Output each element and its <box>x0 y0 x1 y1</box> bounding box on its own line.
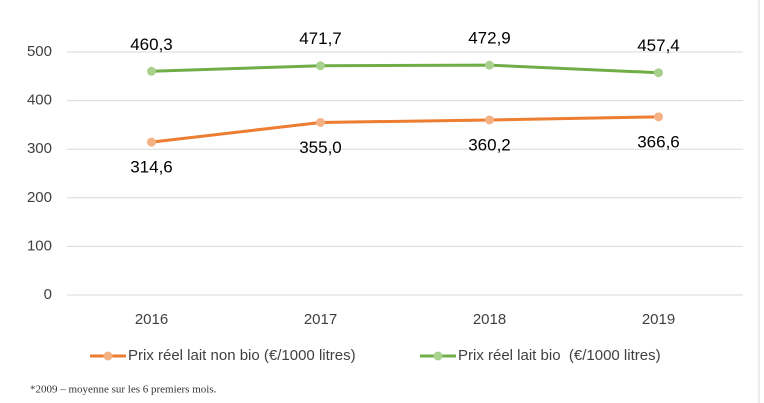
footnote: *2009 – moyenne sur les 6 premiers mois. <box>30 384 217 396</box>
marker <box>485 115 494 125</box>
legend-label: Prix réel lait non bio (€/1000 litres) <box>128 347 356 364</box>
data-label: 472,9 <box>468 29 511 48</box>
marker <box>316 61 325 71</box>
series-line <box>151 63 659 75</box>
data-label: 471,7 <box>299 29 342 48</box>
y-tick-label: 0 <box>44 286 52 303</box>
marker <box>654 68 663 78</box>
data-label: 355,0 <box>299 138 342 157</box>
data-label: 460,3 <box>130 35 173 54</box>
x-tick-label: 2016 <box>135 311 168 328</box>
data-label: 360,2 <box>468 135 511 154</box>
legend-marker <box>103 351 113 361</box>
series-line <box>151 115 659 144</box>
y-tick-label: 400 <box>27 92 52 109</box>
x-tick-label: 2019 <box>642 311 675 328</box>
marker <box>316 117 325 127</box>
legend-marker <box>433 351 443 361</box>
data-label: 457,4 <box>637 36 680 55</box>
y-tick-label: 200 <box>27 189 52 206</box>
y-tick-label: 300 <box>27 140 52 157</box>
marker <box>485 60 494 70</box>
y-tick-label: 100 <box>27 237 52 254</box>
x-tick-label: 2017 <box>304 311 337 328</box>
marker <box>654 112 663 122</box>
data-label: 366,6 <box>637 132 680 151</box>
data-label: 314,6 <box>130 158 173 177</box>
x-tick-label: 2018 <box>473 311 506 328</box>
marker <box>147 66 156 76</box>
legend-label: Prix réel lait bio (€/1000 litres) <box>458 347 661 364</box>
marker <box>147 137 156 147</box>
y-tick-label: 500 <box>27 43 52 60</box>
